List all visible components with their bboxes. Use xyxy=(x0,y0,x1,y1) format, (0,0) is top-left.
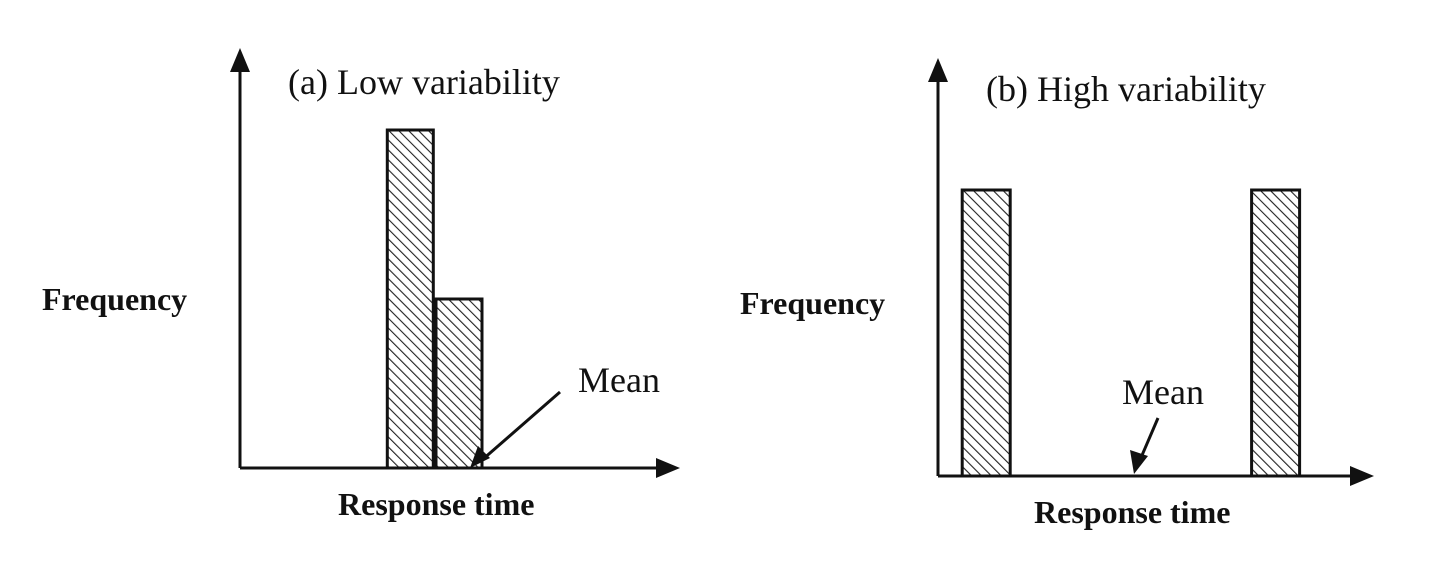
x-axis-label: Response time xyxy=(1034,494,1230,530)
y-axis-label: Frequency xyxy=(42,281,187,317)
bar-2 xyxy=(434,297,484,470)
bar-series xyxy=(385,128,484,470)
chart-title: (b) High variability xyxy=(986,69,1266,109)
mean-arrowhead xyxy=(1130,450,1148,474)
chart-panel-high-variability: (b) High variability Frequency Response … xyxy=(740,58,1374,530)
mean-label: Mean xyxy=(1122,372,1204,412)
y-axis xyxy=(230,48,250,468)
mean-arrow xyxy=(1138,417,1160,461)
mean-arrow xyxy=(481,390,561,462)
bar-1 xyxy=(385,128,435,470)
bar-1 xyxy=(960,188,1012,478)
x-axis-label: Response time xyxy=(338,486,534,522)
bar-series xyxy=(960,188,1302,478)
mean-arrowhead xyxy=(470,446,490,468)
y-axis xyxy=(928,58,948,476)
chart-title: (a) Low variability xyxy=(288,62,560,102)
mean-label: Mean xyxy=(578,360,660,400)
y-axis-label: Frequency xyxy=(740,285,885,321)
bar-2 xyxy=(1250,188,1302,478)
chart-panel-low-variability: (a) Low variability Frequency Response t… xyxy=(42,48,680,522)
mean-annotation: Mean xyxy=(470,360,660,468)
mean-annotation: Mean xyxy=(1122,372,1204,474)
